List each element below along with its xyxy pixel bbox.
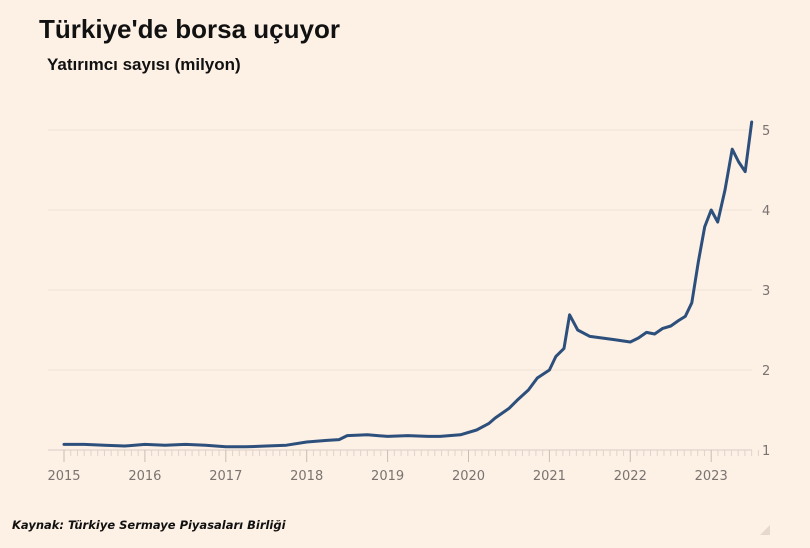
x-tick-label: 2015 xyxy=(47,469,80,484)
chart-subtitle: Yatırımcı sayısı (milyon) xyxy=(47,55,241,74)
x-tick-label: 2023 xyxy=(695,469,728,484)
x-tick-label: 2016 xyxy=(128,469,161,484)
y-tick-label: 5 xyxy=(762,124,770,139)
y-tick-label: 1 xyxy=(762,444,770,459)
x-tick-label: 2019 xyxy=(371,469,404,484)
x-tick-label: 2017 xyxy=(209,469,242,484)
x-tick-label: 2022 xyxy=(614,469,647,484)
source-note: Kaynak: Türkiye Sermaye Piyasaları Birli… xyxy=(12,518,286,532)
series-line xyxy=(62,120,754,449)
x-tick-label: 2018 xyxy=(290,469,323,484)
y-tick-label: 2 xyxy=(762,364,770,379)
x-tick-label: 2021 xyxy=(533,469,566,484)
x-tick-label: 2020 xyxy=(452,469,485,484)
y-tick-label: 3 xyxy=(762,284,770,299)
y-tick-label: 4 xyxy=(762,204,770,219)
chart-title: Türkiye'de borsa uçuyor xyxy=(39,14,340,44)
resize-corner-icon xyxy=(760,525,770,535)
